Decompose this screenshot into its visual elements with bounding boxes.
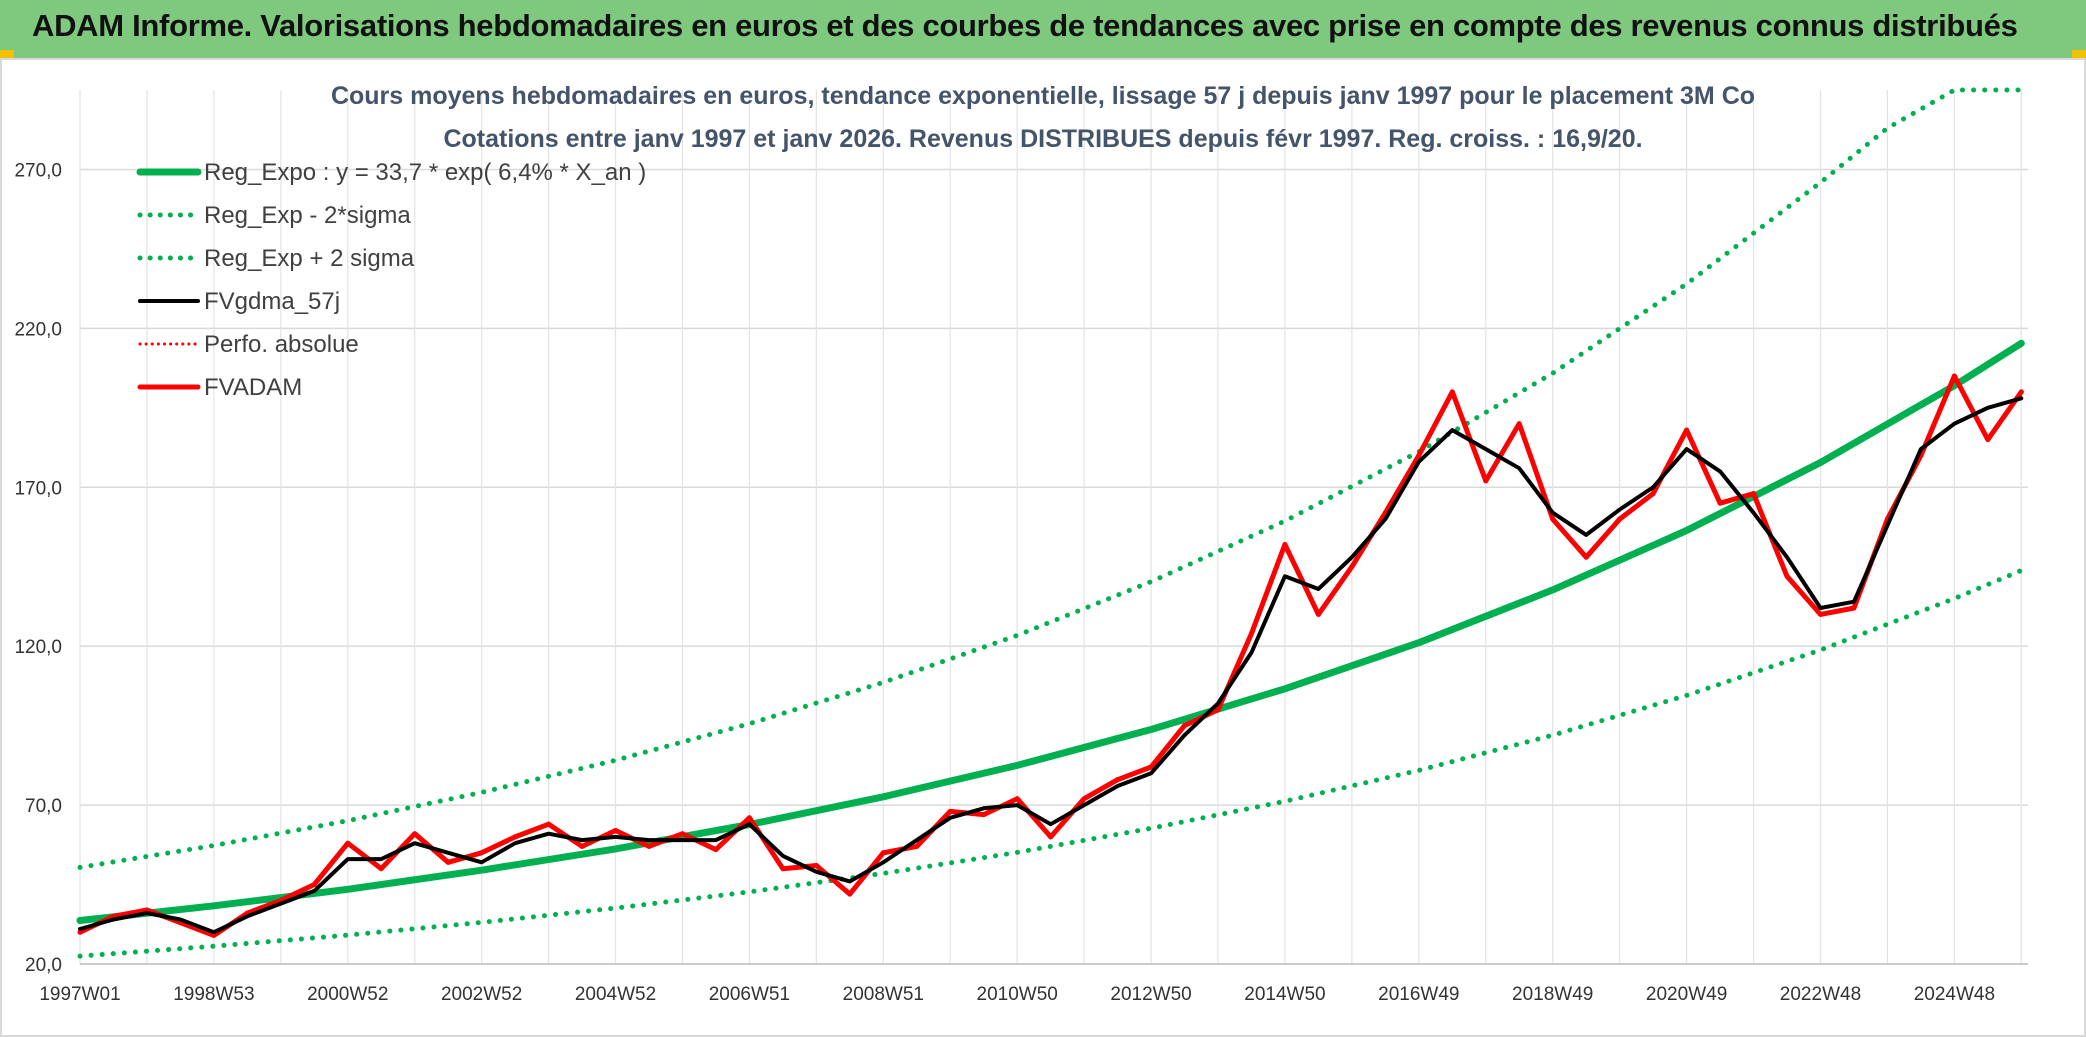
x-tick-label: 1997W01: [39, 984, 120, 1005]
data-point: [445, 859, 451, 865]
data-point: [613, 828, 619, 834]
data-point: [311, 882, 317, 888]
data-point: [1751, 491, 1757, 497]
gridlines: [79, 90, 2028, 965]
data-point: [1115, 777, 1121, 783]
data-point: [646, 843, 652, 849]
x-tick-label: 2004W52: [575, 984, 656, 1005]
data-point: [1684, 427, 1690, 433]
report-title: ADAM Informe. Valorisations hebdomadaire…: [32, 8, 2018, 43]
data-point: [2018, 389, 2024, 395]
data-point: [1282, 541, 1288, 547]
x-tick-label: 2008W51: [843, 984, 924, 1005]
data-point: [1617, 516, 1623, 522]
data-point: [1215, 707, 1221, 713]
data-point: [378, 866, 384, 872]
x-tick-label: 2000W52: [307, 984, 388, 1005]
data-point: [144, 907, 150, 913]
data-point: [1014, 796, 1020, 802]
legend-label: FVADAM: [204, 374, 302, 401]
legend-label: Reg_Exp + 2 sigma: [204, 245, 415, 272]
y-axis-tick-labels: 20,0 70,0 120,0 170,0 220,0 270,0: [14, 160, 62, 976]
data-point: [412, 831, 418, 837]
y-tick-label: 220,0: [14, 319, 62, 340]
y-tick-label: 270,0: [14, 160, 62, 181]
data-point: [847, 891, 853, 897]
x-tick-label: 2010W50: [977, 984, 1058, 1005]
data-point: [746, 815, 752, 821]
data-point: [1349, 564, 1355, 570]
data-point: [1817, 611, 1823, 617]
x-tick-label: 2018W49: [1512, 984, 1593, 1005]
data-point: [1081, 796, 1087, 802]
x-tick-label: 2012W50: [1110, 984, 1191, 1005]
data-point: [813, 862, 819, 868]
legend-label: Reg_Expo : y = 33,7 * exp( 6,4% * X_an ): [204, 159, 646, 186]
y-tick-label: 170,0: [14, 478, 62, 499]
y-tick-label: 70,0: [25, 796, 62, 817]
data-point: [345, 840, 351, 846]
x-tick-label: 2020W49: [1646, 984, 1727, 1005]
data-point: [512, 834, 518, 840]
report-header: ADAM Informe. Valorisations hebdomadaire…: [0, 0, 2086, 58]
data-point: [1784, 573, 1790, 579]
corner-mark-right: [2072, 50, 2086, 58]
corner-mark-left: [0, 50, 14, 58]
data-point: [679, 831, 685, 837]
data-point: [914, 843, 920, 849]
data-point: [1550, 516, 1556, 522]
y-tick-label: 20,0: [25, 955, 62, 976]
data-point: [713, 847, 719, 853]
data-point: [546, 821, 552, 827]
data-point: [1148, 764, 1154, 770]
data-point: [981, 812, 987, 818]
x-tick-label: 2024W48: [1914, 984, 1995, 1005]
data-point: [1248, 630, 1254, 636]
data-point: [579, 843, 585, 849]
series-line-1: [77, 568, 2024, 959]
data-point: [1449, 389, 1455, 395]
data-point: [1717, 500, 1723, 506]
x-tick-label: 2016W49: [1378, 984, 1459, 1005]
x-tick-label: 2014W50: [1244, 984, 1325, 1005]
data-point: [1516, 421, 1522, 427]
series-line-2: [77, 87, 2024, 870]
data-point: [1315, 611, 1321, 617]
chart-title: Cours moyens hebdomadaires en euros, ten…: [331, 82, 1755, 110]
x-tick-label: 2006W51: [709, 984, 790, 1005]
series-lines: [76, 87, 2025, 959]
data-point: [947, 808, 953, 814]
y-tick-label: 120,0: [14, 637, 62, 658]
x-tick-label: 2022W48: [1780, 984, 1861, 1005]
chart-subtitle: Cotations entre janv 1997 et janv 2026. …: [443, 125, 1642, 153]
data-point: [1951, 373, 1957, 379]
line-chart: 20,0 70,0 120,0 170,0 220,0 270,0 1997W01 1998…: [14, 82, 2028, 1005]
data-point: [479, 850, 485, 856]
legend-label: FVgdma_57j: [204, 288, 340, 315]
legend-label: Perfo. absolue: [204, 331, 359, 358]
data-point: [1048, 834, 1054, 840]
chart-legend: Reg_Expo : y = 33,7 * exp( 6,4% * X_an )…: [136, 159, 646, 401]
series-line-5: [77, 373, 2024, 938]
data-point: [1182, 723, 1188, 729]
data-point: [1650, 491, 1656, 497]
data-point: [1416, 452, 1422, 458]
data-point: [780, 866, 786, 872]
chart-area: 20,0 70,0 120,0 170,0 220,0 270,0 1997W01 1998…: [0, 58, 2086, 1037]
data-point: [880, 850, 886, 856]
series-line-3: [78, 396, 2024, 935]
x-tick-label: 2002W52: [441, 984, 522, 1005]
data-point: [1583, 554, 1589, 560]
x-tick-label: 1998W53: [173, 984, 254, 1005]
legend-label: Reg_Exp - 2*sigma: [204, 202, 411, 229]
x-axis-tick-labels: 1997W01 1998W53 2000W52 2002W52 2004W52 2006W…: [39, 984, 1995, 1005]
data-point: [1985, 437, 1991, 443]
data-point: [211, 932, 217, 938]
data-point: [1851, 605, 1857, 611]
data-point: [77, 929, 83, 935]
data-point: [1483, 478, 1489, 484]
